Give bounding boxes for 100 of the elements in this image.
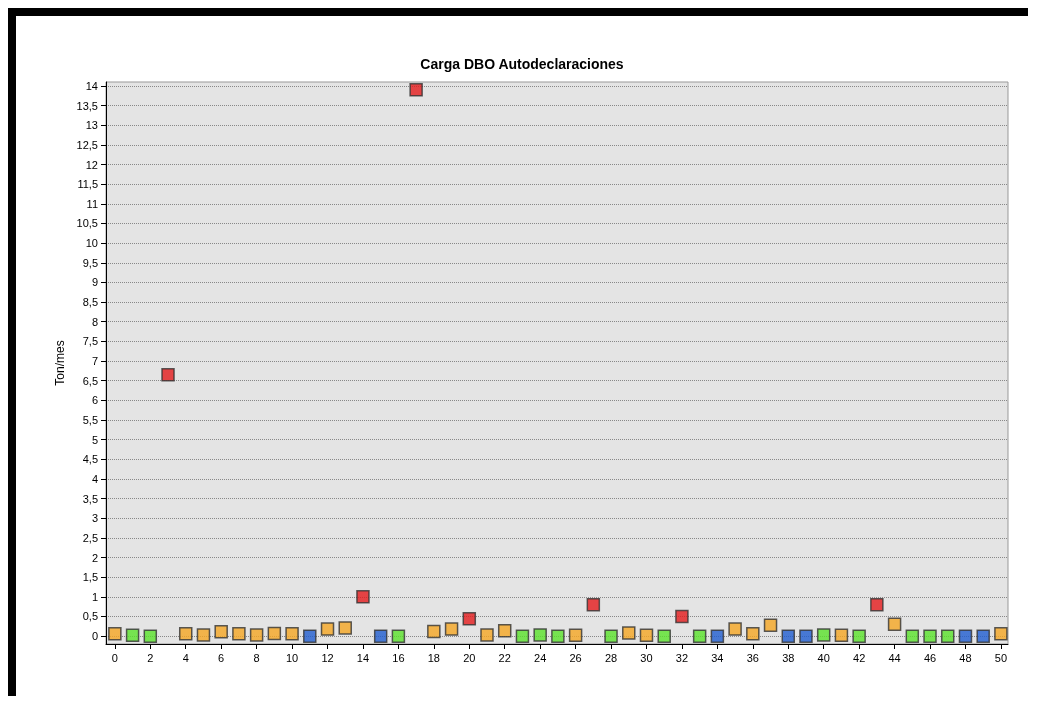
- y-tick-label: 0: [91, 630, 98, 643]
- x-tick-label: 50: [994, 651, 1008, 664]
- point: [462, 612, 477, 626]
- point: [125, 628, 140, 643]
- x-tick-label: 26: [569, 651, 582, 664]
- point: [568, 628, 583, 643]
- x-tick-label: 4: [182, 651, 189, 664]
- y-tick-label: 5,5: [82, 413, 98, 426]
- point: [994, 627, 1008, 641]
- y-tick-label: 13,5: [76, 99, 98, 112]
- point: [551, 629, 565, 643]
- point: [887, 617, 902, 632]
- y-tick-label: 2: [91, 551, 98, 564]
- x-tick-label: 42: [853, 651, 866, 664]
- point: [178, 627, 193, 641]
- point: [214, 625, 228, 639]
- y-tick-label: 5: [91, 433, 98, 446]
- point: [657, 629, 671, 643]
- x-tick-label: 24: [534, 651, 547, 664]
- point: [285, 627, 299, 641]
- y-axis-title: Ton/mes: [52, 340, 67, 386]
- point: [515, 629, 530, 643]
- y-tick-label: 10: [85, 237, 98, 250]
- x-tick-label: 20: [463, 651, 476, 664]
- point: [746, 627, 760, 641]
- point: [799, 629, 813, 643]
- point: [941, 629, 955, 643]
- point: [728, 622, 742, 636]
- point: [303, 629, 317, 643]
- y-tick-label: 6: [91, 394, 98, 407]
- point: [675, 609, 689, 624]
- point: [834, 628, 849, 643]
- y-tick-label: 4: [91, 472, 98, 485]
- x-tick-label: 2: [147, 651, 154, 664]
- point: [692, 629, 707, 643]
- y-tick-label: 13: [85, 119, 98, 132]
- y-tick-label: 9: [91, 276, 98, 289]
- y-tick-label: 9,5: [82, 256, 98, 269]
- point: [923, 629, 937, 643]
- x-tick-label: 36: [746, 651, 759, 664]
- point: [320, 622, 335, 636]
- y-tick-label: 4,5: [82, 453, 98, 466]
- point: [391, 629, 406, 643]
- y-tick-label: 2,5: [82, 531, 98, 544]
- chart-title: Carga DBO Autodeclaraciones: [420, 56, 624, 72]
- y-tick-label: 11: [86, 197, 98, 210]
- x-tick-label: 46: [923, 651, 937, 664]
- point: [196, 628, 211, 642]
- x-tick-label: 34: [711, 651, 724, 664]
- x-tick-label: 14: [356, 651, 370, 664]
- point: [781, 629, 796, 643]
- y-tick-label: 3,5: [82, 492, 98, 505]
- y-tick-label: 0,5: [82, 610, 98, 623]
- point: [480, 628, 494, 642]
- point: [267, 626, 282, 641]
- point: [356, 590, 370, 604]
- point: [497, 623, 512, 638]
- y-tick-label: 11,5: [77, 178, 98, 191]
- x-tick-label: 18: [427, 651, 440, 664]
- x-tick-label: 44: [888, 651, 901, 664]
- point: [232, 627, 246, 641]
- x-tick-label: 8: [253, 651, 260, 664]
- y-tick-label: 12: [85, 158, 98, 171]
- x-tick-label: 40: [817, 651, 830, 664]
- y-tick-label: 10,5: [76, 217, 98, 230]
- x-tick-label: 0: [111, 651, 118, 664]
- y-tick-label: 7,5: [82, 335, 98, 348]
- point: [852, 629, 866, 643]
- point: [533, 628, 547, 642]
- point: [870, 597, 884, 612]
- point: [108, 627, 122, 641]
- point: [958, 629, 973, 643]
- point: [639, 628, 654, 643]
- y-tick-label: 6,5: [82, 374, 98, 387]
- point: [622, 626, 636, 640]
- x-tick-label: 32: [675, 651, 689, 664]
- y-tick-label: 7: [91, 355, 98, 368]
- y-tick-label: 1: [91, 590, 98, 603]
- point: [373, 629, 388, 643]
- y-tick-label: 8,5: [82, 296, 98, 309]
- point: [338, 621, 352, 635]
- x-tick-label: 30: [640, 651, 653, 664]
- y-tick-label: 14: [85, 79, 98, 92]
- y-tick-label: 12,5: [76, 138, 98, 151]
- point: [763, 618, 778, 632]
- point: [143, 629, 158, 643]
- x-tick-label: 48: [959, 651, 972, 664]
- point: [816, 628, 831, 642]
- point: [710, 629, 725, 643]
- point: [586, 597, 601, 612]
- x-tick-label: 6: [218, 651, 225, 664]
- x-tick-label: 28: [604, 651, 618, 664]
- point: [444, 622, 459, 636]
- point: [249, 628, 264, 642]
- y-tick-label: 8: [91, 315, 98, 328]
- x-tick-label: 38: [782, 651, 795, 664]
- x-tick-label: 16: [392, 651, 405, 664]
- point: [427, 624, 441, 639]
- x-tick-label: 12: [321, 651, 334, 664]
- point: [976, 629, 990, 643]
